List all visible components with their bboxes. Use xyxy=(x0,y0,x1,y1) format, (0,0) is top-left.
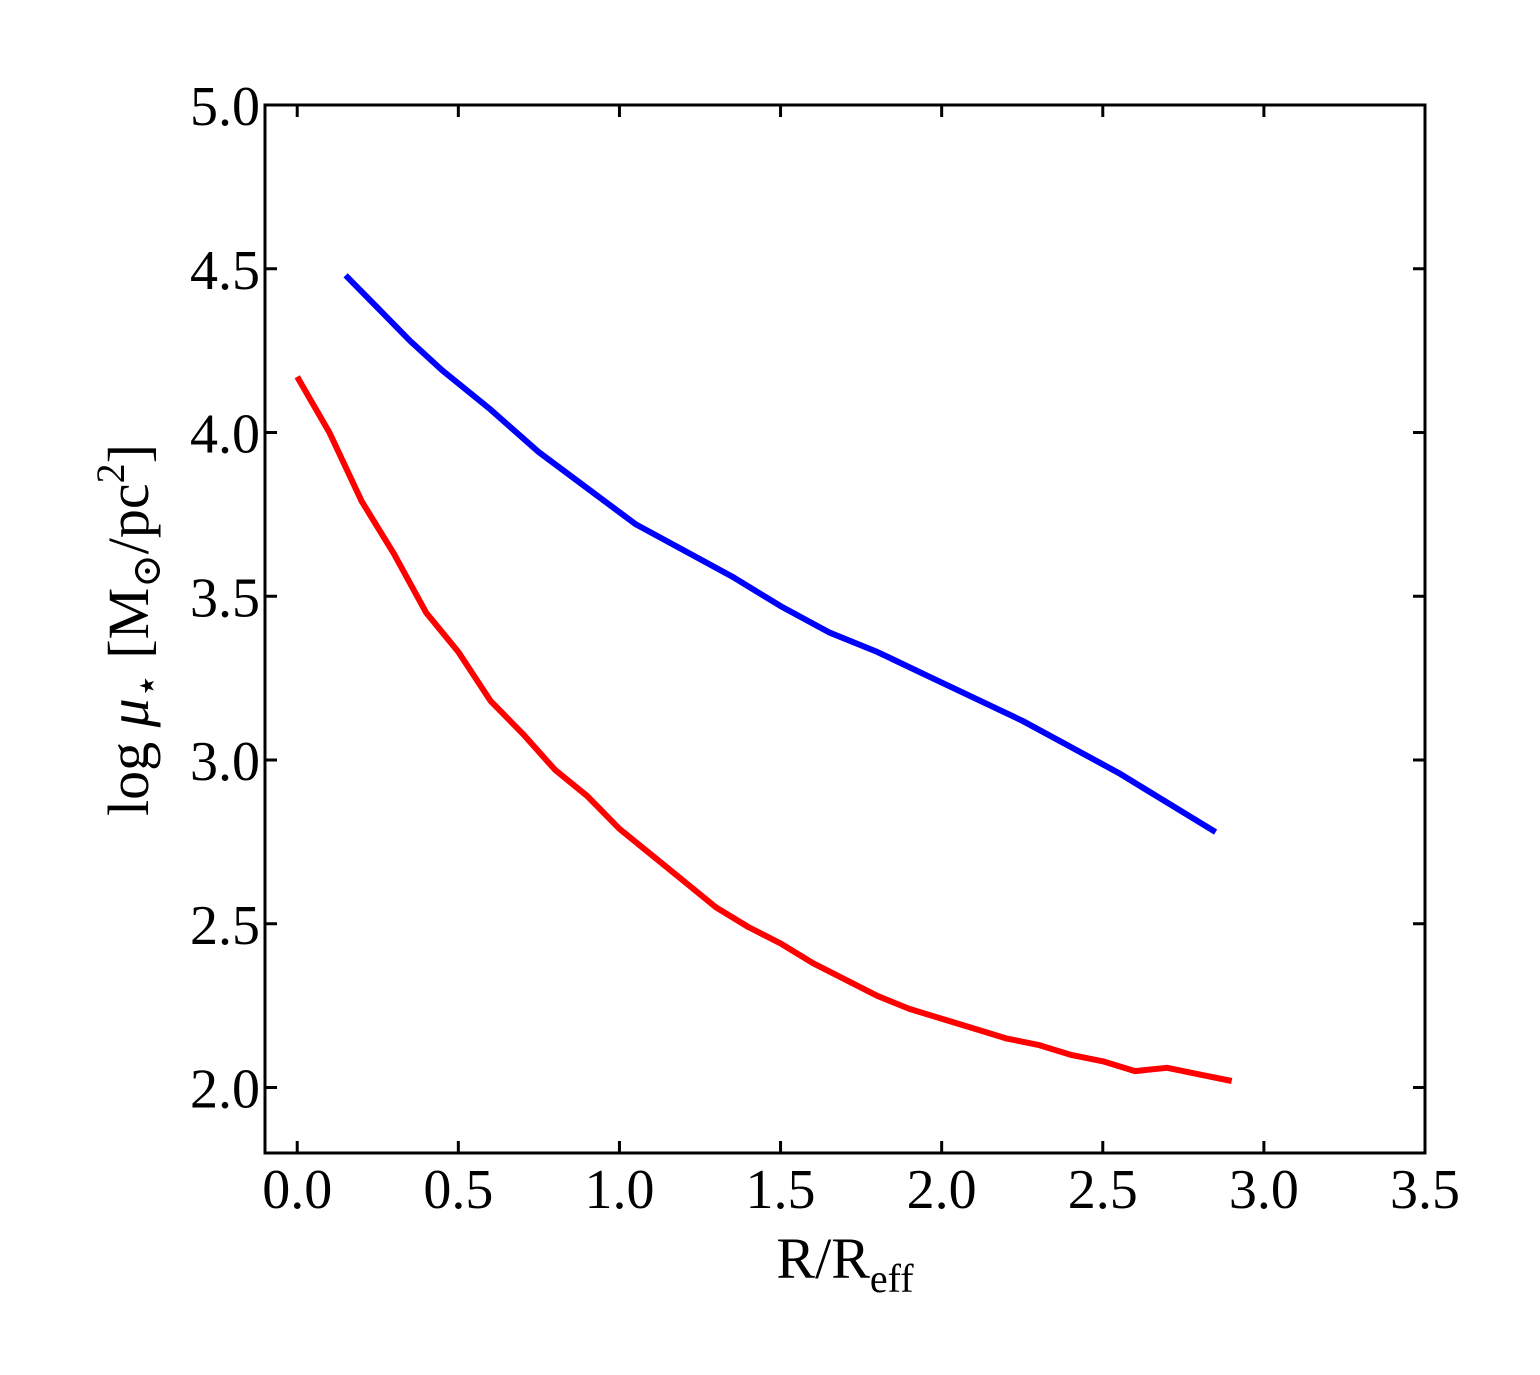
y-tick-label: 5.0 xyxy=(190,76,260,138)
y-axis-label: log μ⋆ [M⊙/pc2] xyxy=(88,444,169,816)
x-tick-label: 0.5 xyxy=(423,1159,493,1221)
x-axis-label-main: R/R xyxy=(776,1226,870,1291)
x-tick-label: 2.0 xyxy=(907,1159,977,1221)
y-tick-label: 3.0 xyxy=(190,731,260,793)
x-tick-label: 3.5 xyxy=(1390,1159,1460,1221)
y-tick-label: 4.0 xyxy=(190,404,260,466)
y-label-star: ⋆ xyxy=(124,673,169,698)
y-tick-label: 4.5 xyxy=(190,240,260,302)
plot-frame xyxy=(263,103,1427,1155)
y-label-unit: /pc xyxy=(96,483,161,554)
x-tick-label: 1.5 xyxy=(746,1159,816,1221)
series-line-2 xyxy=(294,375,1233,1084)
y-label-open: [M xyxy=(96,588,161,673)
x-tick-label: 1.0 xyxy=(584,1159,654,1221)
y-label-sun: ⊙ xyxy=(124,554,169,588)
y-label-mu: μ xyxy=(96,698,161,728)
y-label-close: ] xyxy=(96,444,161,463)
x-tick-label: 3.0 xyxy=(1229,1159,1299,1221)
x-tick-label: 0.0 xyxy=(262,1159,332,1221)
tick-labels: 0.0 0.5 1.0 1.5 2.0 2.5 3.0 3.5 2.0 2.5 3.0 3.5 4.0 4… xyxy=(190,76,1460,1221)
ticks xyxy=(265,103,1427,1153)
y-label-prefix: log xyxy=(96,727,161,816)
series-line-1 xyxy=(343,273,1218,835)
y-tick-label: 2.5 xyxy=(190,895,260,957)
x-tick-label: 2.5 xyxy=(1068,1159,1138,1221)
x-axis-label-subscript: eff xyxy=(870,1256,914,1301)
series-layer xyxy=(294,273,1233,1084)
y-axis-label-group: log μ⋆ [M⊙/pc2] xyxy=(88,444,169,816)
y-tick-label: 3.5 xyxy=(190,567,260,629)
x-axis-label: R/Reff xyxy=(776,1226,914,1301)
y-label-sup: 2 xyxy=(88,463,133,483)
y-tick-label: 2.0 xyxy=(190,1059,260,1121)
